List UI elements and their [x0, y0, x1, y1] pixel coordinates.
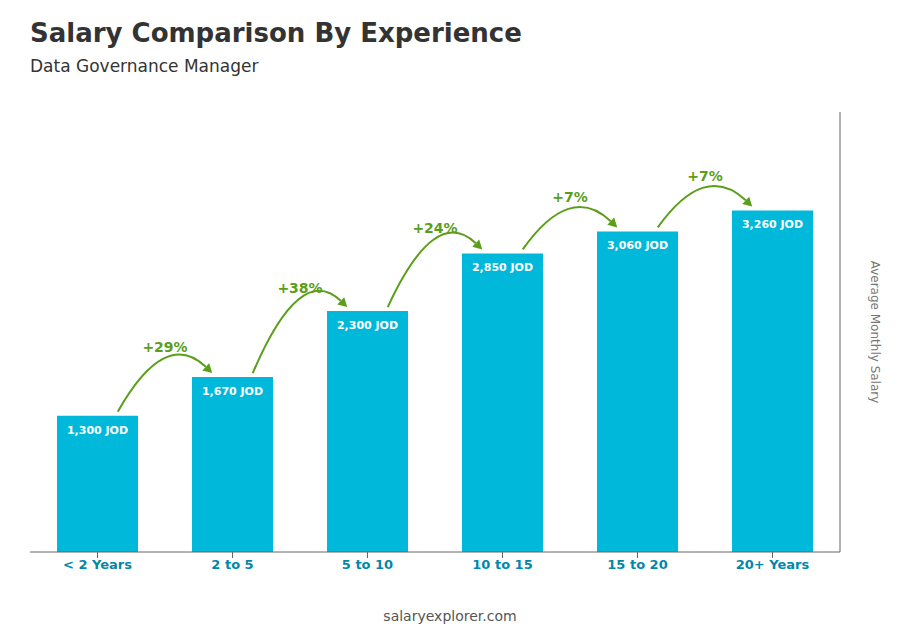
svg-text:15 to 20: 15 to 20 [607, 557, 667, 572]
svg-text:10 to 15: 10 to 15 [472, 557, 532, 572]
svg-text:1,670 JOD: 1,670 JOD [202, 385, 263, 398]
svg-text:2,300 JOD: 2,300 JOD [337, 319, 398, 332]
svg-text:+7%: +7% [552, 189, 588, 205]
html-text:Data Governance Manager: Data Governance Manager [30, 56, 259, 76]
svg-text:3,260 JOD: 3,260 JOD [742, 218, 803, 231]
svg-text:Average Monthly Salary: Average Monthly Salary [868, 261, 882, 404]
svg-text:1,300 JOD: 1,300 JOD [67, 424, 128, 437]
svg-text:+7%: +7% [687, 168, 723, 184]
svg-text:3,060 JOD: 3,060 JOD [607, 239, 668, 252]
html-text:salaryexplorer.com: salaryexplorer.com [383, 608, 517, 624]
svg-text:20+ Years: 20+ Years [736, 557, 810, 572]
svg-text:+24%: +24% [412, 220, 457, 236]
svg-text:2 to 5: 2 to 5 [211, 557, 253, 572]
svg-text:< 2 Years: < 2 Years [63, 557, 132, 572]
svg-text:+38%: +38% [277, 280, 322, 296]
svg-text:5 to 10: 5 to 10 [342, 557, 393, 572]
svg-text:+29%: +29% [142, 339, 187, 355]
html-text:Salary Comparison By Experienc: Salary Comparison By Experience [30, 18, 522, 48]
svg-text:2,850 JOD: 2,850 JOD [472, 261, 533, 274]
